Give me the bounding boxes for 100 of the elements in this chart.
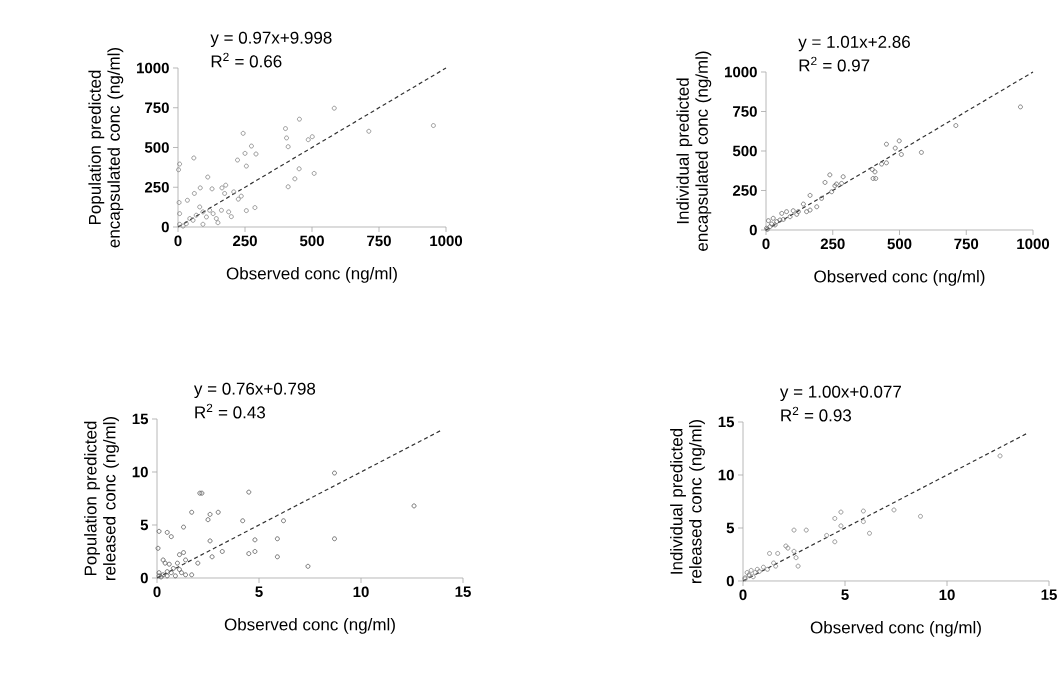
point — [305, 137, 311, 143]
point — [765, 566, 770, 572]
point — [156, 570, 162, 576]
point — [819, 195, 824, 201]
point — [246, 489, 252, 495]
point — [838, 523, 844, 529]
x-tick-label: 15 — [455, 586, 471, 597]
point — [867, 530, 872, 536]
y-tick-label: 500 — [732, 145, 757, 157]
x-tick-label: 0 — [762, 238, 770, 250]
text: y = 1.00x+0.077 — [779, 385, 901, 402]
text: y = 0.76x+0.798 — [193, 382, 316, 399]
point — [756, 569, 762, 574]
point — [838, 509, 844, 515]
point — [210, 211, 216, 217]
point — [829, 189, 835, 195]
x-tick-label: 10 — [939, 589, 955, 601]
point — [790, 208, 796, 214]
point — [281, 518, 286, 524]
point — [366, 128, 372, 134]
point — [179, 570, 184, 576]
point — [879, 161, 885, 167]
point — [860, 508, 866, 514]
point — [184, 197, 190, 203]
point — [191, 155, 197, 161]
point — [997, 453, 1003, 459]
point — [195, 560, 201, 566]
text: R$^{2}$ = 0.43 — [195, 403, 266, 419]
point — [183, 557, 188, 563]
point — [155, 545, 161, 551]
point — [284, 135, 289, 141]
point — [197, 204, 203, 210]
point — [892, 145, 898, 151]
point — [156, 528, 162, 534]
point — [752, 570, 758, 575]
point — [898, 152, 904, 157]
y-tick-label: 1000 — [725, 66, 757, 78]
point — [274, 536, 280, 542]
point — [240, 130, 246, 136]
point — [238, 193, 244, 199]
point — [243, 208, 249, 214]
point — [332, 536, 337, 542]
point — [827, 172, 833, 178]
point — [213, 216, 219, 221]
point — [770, 215, 776, 221]
point — [832, 516, 838, 521]
y-tick-label: 5 — [140, 519, 149, 531]
x-axis-title: Observed conc (ng/ml) — [226, 267, 397, 283]
point — [181, 550, 186, 555]
point — [919, 150, 924, 155]
y-tick-label: 0 — [726, 575, 734, 587]
point — [222, 191, 228, 196]
point — [771, 560, 777, 566]
point — [243, 163, 249, 169]
point — [769, 221, 775, 227]
point — [189, 509, 195, 515]
point — [209, 186, 215, 192]
point — [787, 214, 793, 220]
point — [767, 551, 772, 556]
x-tick-label: 10 — [353, 586, 369, 598]
point — [205, 174, 211, 180]
point — [219, 207, 224, 213]
y-tick-label: 0 — [161, 221, 169, 233]
x-tick-label: 15 — [1041, 589, 1057, 600]
y-tick-label: 15 — [718, 416, 735, 428]
x-tick-label: 1000 — [430, 235, 463, 247]
point — [191, 191, 197, 196]
point — [780, 217, 786, 222]
point — [246, 551, 252, 556]
point — [219, 185, 225, 191]
point — [832, 539, 838, 545]
point — [296, 166, 302, 172]
point — [197, 185, 203, 191]
point — [860, 519, 866, 525]
point — [205, 517, 211, 523]
point — [242, 150, 248, 156]
point — [795, 563, 801, 569]
point — [1018, 104, 1023, 110]
point — [215, 220, 221, 226]
point — [800, 201, 806, 207]
y-tick-label: 500 — [144, 142, 169, 153]
y-tick-label: 15 — [132, 413, 149, 425]
point — [285, 144, 291, 150]
text: y = 1.01x+2.86 — [798, 35, 910, 52]
point — [870, 176, 876, 181]
point — [311, 171, 317, 176]
point — [331, 105, 337, 111]
point — [175, 560, 180, 566]
x-tick-label: 250 — [233, 235, 257, 247]
point — [766, 218, 771, 224]
point — [872, 169, 878, 175]
point — [807, 192, 813, 198]
point — [162, 560, 168, 566]
point — [177, 211, 183, 217]
y-tick-label: 5 — [726, 522, 735, 534]
y-tick-label: 750 — [145, 102, 169, 114]
point — [176, 200, 182, 205]
x-tick-label: 5 — [255, 586, 263, 597]
point — [779, 211, 785, 216]
point — [869, 167, 875, 172]
